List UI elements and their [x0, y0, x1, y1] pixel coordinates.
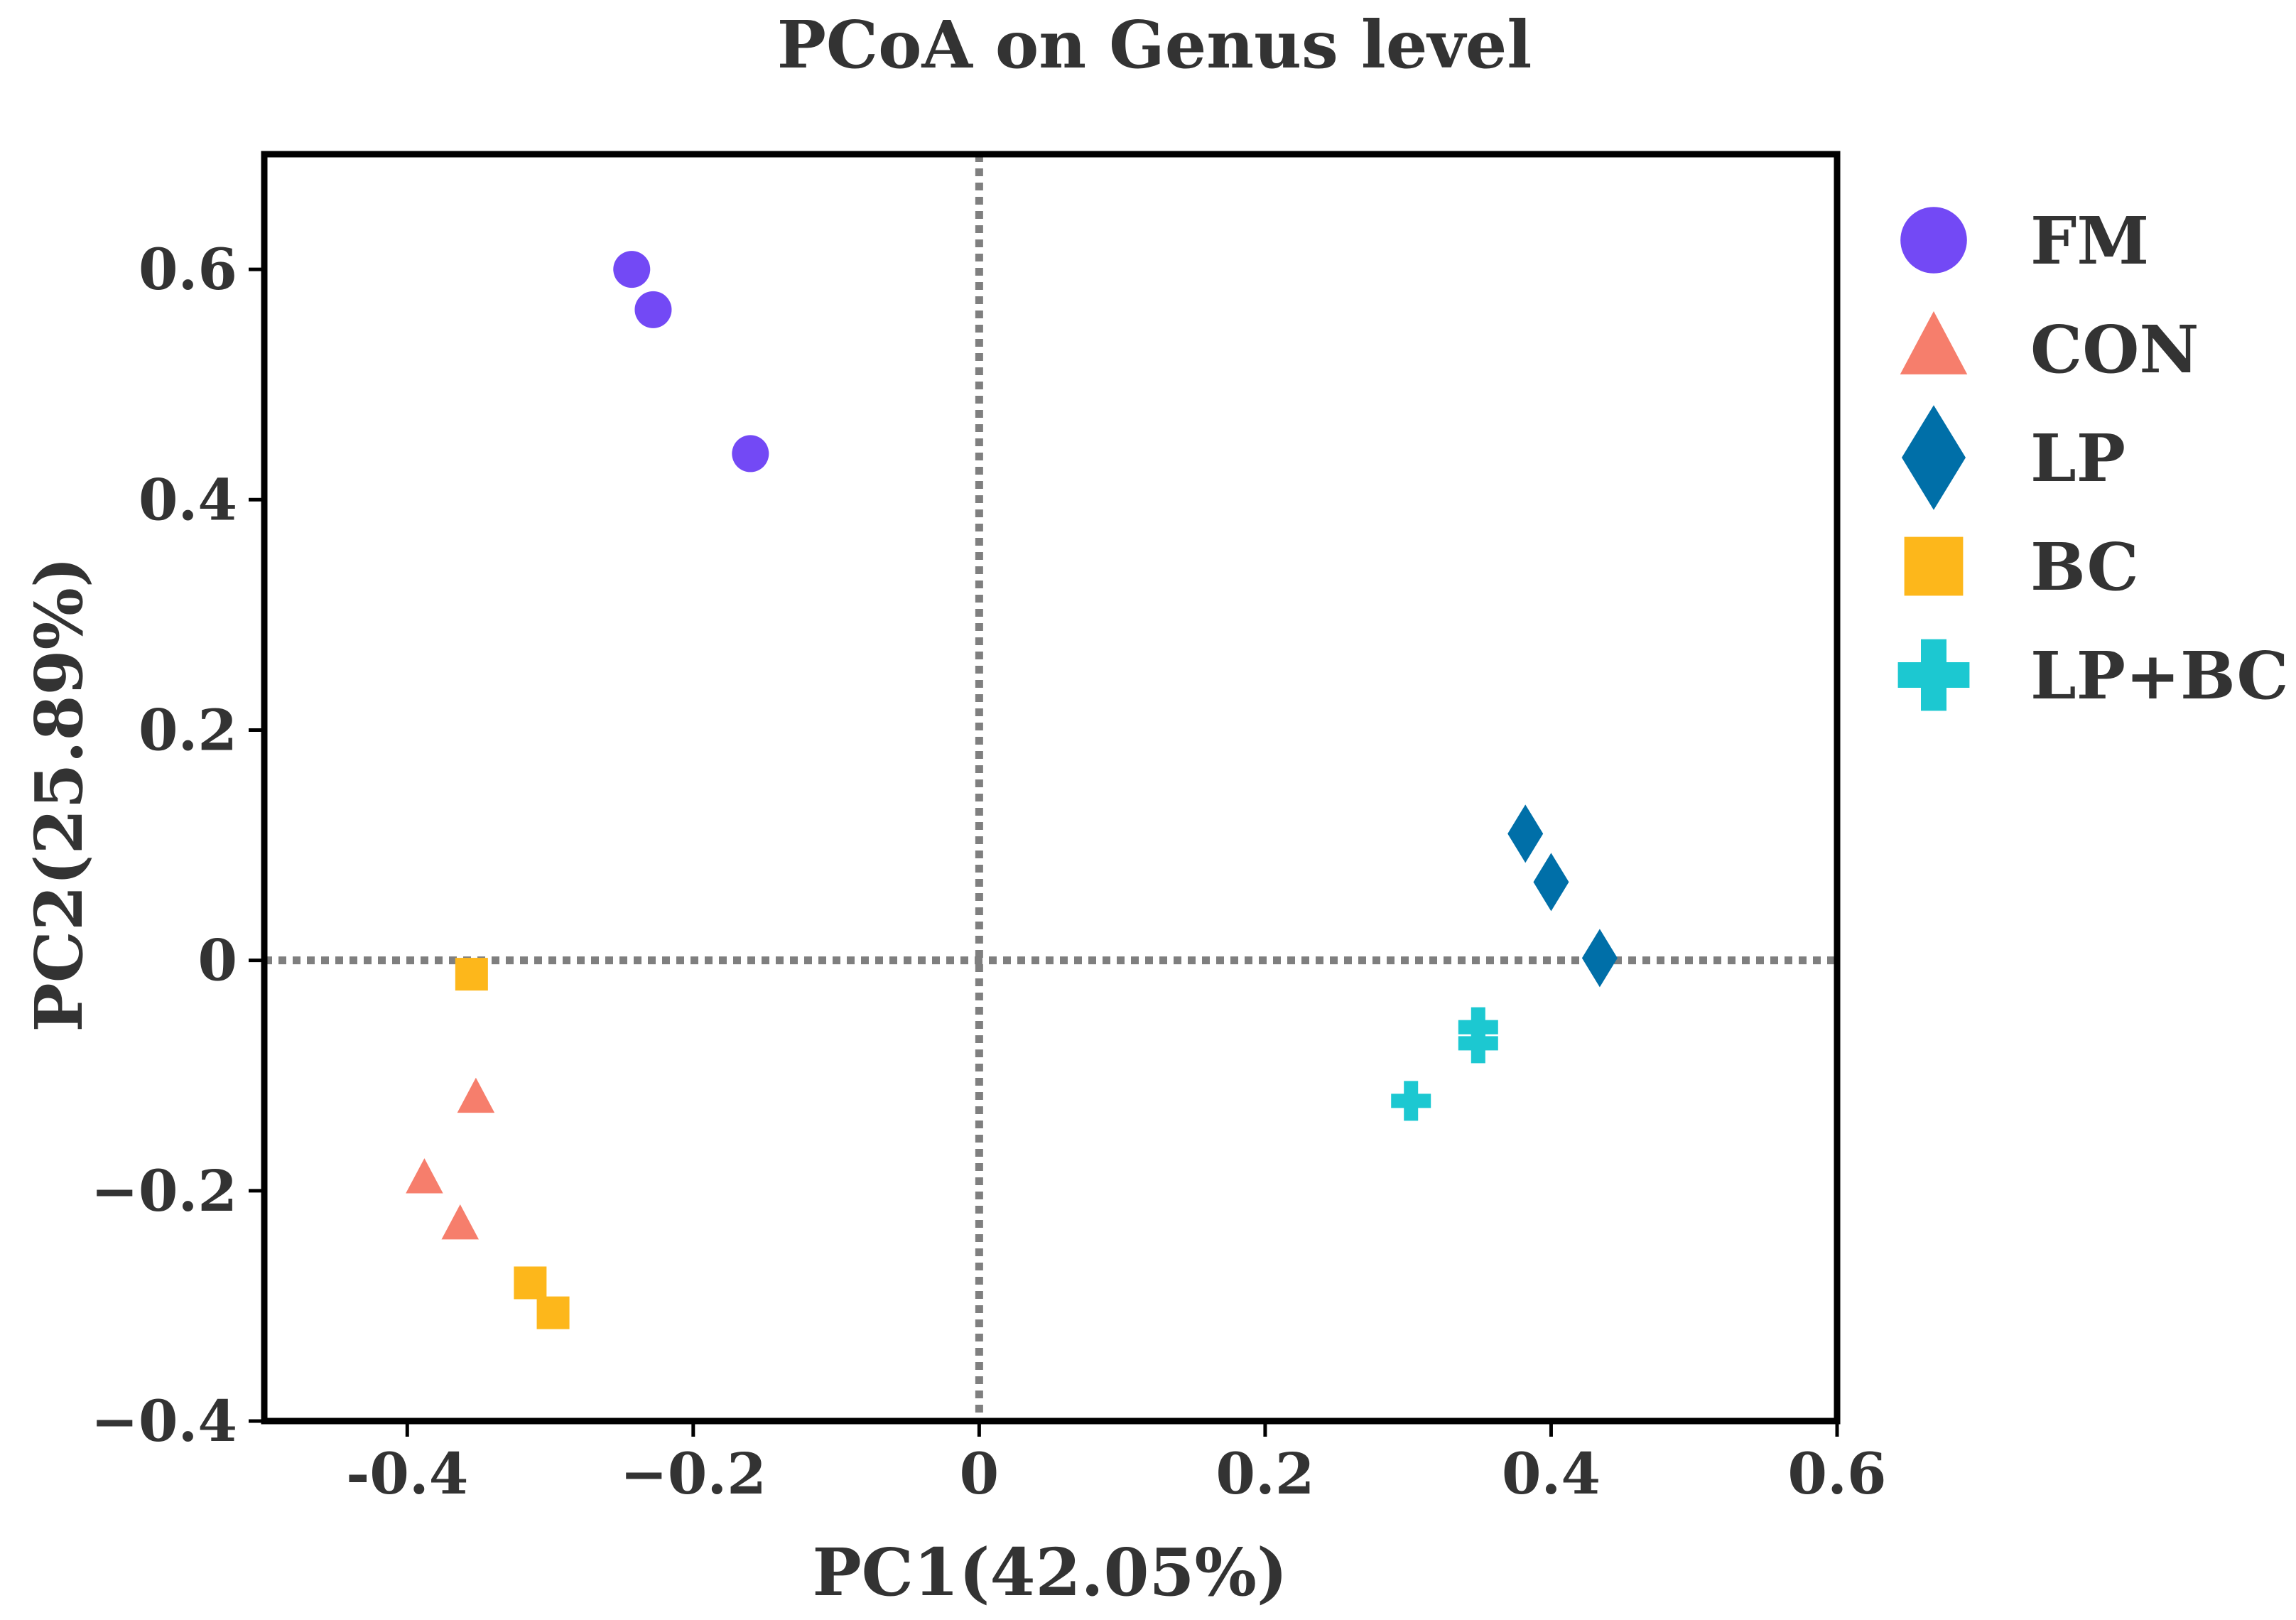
- plot-frame: [261, 151, 1841, 1425]
- legend-label-lp: LP: [2030, 420, 2126, 497]
- y-axis-label: PC2(25.89%): [21, 557, 97, 1032]
- y-tick-label: 0.2: [139, 696, 237, 763]
- x-tick-label: 0: [960, 1440, 1000, 1507]
- legend-marker-bc: [1904, 536, 1964, 596]
- legend-label-bc: BC: [2030, 529, 2139, 605]
- x-tick-label: 0.2: [1215, 1440, 1314, 1507]
- data-points: [406, 251, 1618, 1329]
- point-fm: [613, 251, 651, 288]
- point-con: [406, 1158, 443, 1194]
- legend-marker-fm: [1900, 207, 1967, 274]
- point-bc: [514, 1266, 547, 1300]
- legend-marker-con: [1900, 310, 1968, 374]
- point-lp: [1533, 853, 1569, 912]
- y-tick-label: 0: [197, 927, 237, 994]
- point-con: [441, 1204, 479, 1240]
- x-tick-label: 0.6: [1787, 1440, 1886, 1507]
- point-fm: [732, 435, 769, 472]
- x-axis-label: PC1(42.05%): [813, 1534, 1288, 1611]
- point-lp-bc: [1391, 1081, 1431, 1121]
- point-fm: [634, 291, 672, 328]
- x-tick-label: −0.2: [620, 1440, 767, 1507]
- point-lp: [1581, 929, 1618, 988]
- legend-marker-lp-bc: [1897, 639, 1970, 711]
- y-tick-label: 0.4: [139, 466, 237, 533]
- x-tick-label: -0.4: [346, 1440, 468, 1507]
- chart-title: PCoA on Genus level: [777, 6, 1532, 83]
- y-tick-label: −0.4: [91, 1388, 237, 1454]
- x-tick-label: 0.4: [1502, 1440, 1601, 1507]
- axis-ticks: -0.4 −0.2 0 0.2 0.4 0.6 −0.4 −0.2 0 0.2 0.4 0.6: [91, 236, 1887, 1507]
- point-lp: [1507, 804, 1544, 863]
- legend-marker-lp: [1902, 405, 1966, 510]
- legend-label-fm: FM: [2030, 202, 2149, 279]
- y-tick-label: 0.6: [139, 236, 237, 303]
- legend-label-con: CON: [2030, 311, 2199, 388]
- legend: FM CON LP BC LP+BC: [1897, 202, 2289, 714]
- legend-label-lp-bc: LP+BC: [2030, 637, 2289, 714]
- point-bc: [536, 1296, 570, 1329]
- y-tick-label: −0.2: [91, 1157, 237, 1224]
- point-bc: [455, 958, 488, 991]
- reference-lines: [264, 154, 1837, 1421]
- point-con: [457, 1077, 495, 1113]
- point-lp-bc: [1458, 1023, 1498, 1064]
